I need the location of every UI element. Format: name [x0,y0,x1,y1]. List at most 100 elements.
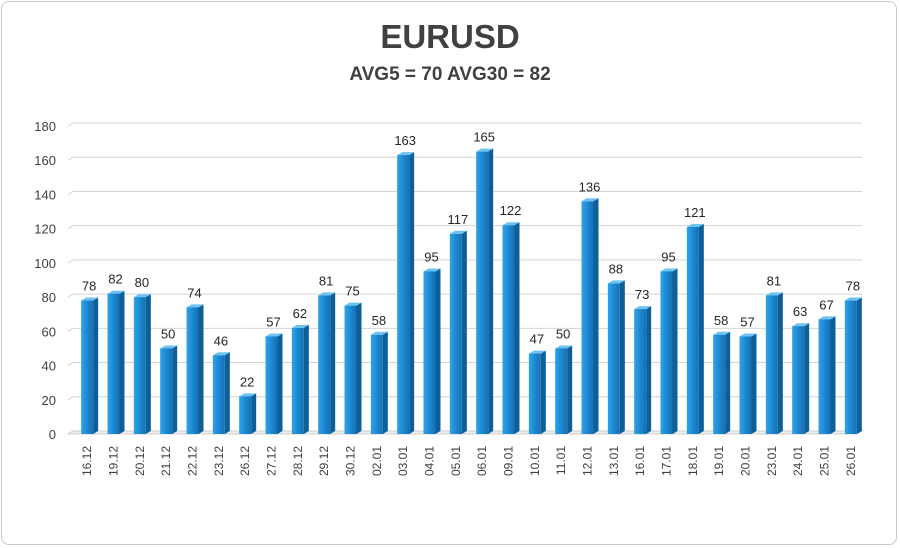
gridline-corner [67,293,74,298]
data-label: 82 [108,272,122,287]
bar-side [303,324,309,434]
bar-side [461,230,467,434]
x-tick-label: 26.12 [238,446,252,476]
bar [318,292,336,434]
data-label: 78 [846,279,860,294]
bar-side [330,292,336,434]
data-label: 57 [266,314,280,329]
x-tick-label: 30.12 [344,446,358,476]
bar-top [739,333,757,337]
bar-front [160,348,173,434]
x-tick-label: 05.01 [449,446,463,476]
x-tick-label: 16.01 [633,446,647,476]
x-tick-label: 23.01 [765,446,779,476]
bar-front [318,295,331,434]
data-label: 163 [394,133,416,148]
data-label: 81 [767,273,781,288]
data-label: 75 [345,284,359,299]
bar-front [555,348,568,434]
bar-top [133,294,151,298]
bar-side [172,345,178,434]
bar-top [765,292,783,296]
y-tick-label: 0 [49,427,56,442]
x-tick-label: 24.01 [791,446,805,476]
bar [291,324,309,434]
bar-top [528,350,546,354]
bar-front [397,155,410,435]
x-tick-label: 02.01 [370,446,384,476]
bar-side [356,302,362,434]
bar-top [607,280,625,284]
bar-front [739,336,752,434]
data-label: 50 [161,326,175,341]
bar-front [107,293,120,434]
data-label: 50 [556,326,570,341]
bar-top [581,198,599,202]
bar-side [567,345,573,434]
bar-top [502,222,520,226]
bar-front [502,225,515,434]
bar [449,230,467,434]
data-label: 58 [714,313,728,328]
x-tick-label: 19.12 [107,446,121,476]
labels: 0 20 40 60 80 100 120 140 160 180 78 16.12 82 19.12 80… [34,119,860,476]
x-tick-label: 23.12 [212,446,226,476]
bar-front [344,305,357,434]
y-tick-label: 100 [34,256,56,271]
bar [739,333,757,434]
bar-front [792,326,805,434]
bar-front [528,353,541,434]
bar-side [646,306,652,434]
data-label: 73 [635,287,649,302]
data-label: 62 [293,306,307,321]
gridline-corner [67,225,74,230]
bar [239,393,257,434]
data-label: 81 [319,273,333,288]
bar-front [844,300,857,434]
x-tick-label: 12.01 [581,446,595,476]
bar [686,223,704,434]
bar-side [409,152,415,435]
bar-side [382,331,388,434]
bar-front [239,396,252,434]
gridline-corner [67,396,74,401]
y-tick-label: 60 [42,324,56,339]
bars [81,148,862,435]
x-tick-label: 11.01 [554,446,568,475]
x-tick-label: 21.12 [159,446,173,476]
bar [502,222,520,434]
data-label: 122 [500,203,522,218]
y-tick-label: 160 [34,153,56,168]
bar-front [607,283,620,434]
y-tick-label: 120 [34,222,56,237]
x-tick-label: 10.01 [528,446,542,476]
bar-top [344,302,362,306]
bar-top [186,304,204,308]
gridline-corner [67,327,74,332]
x-tick-label: 17.01 [660,446,674,476]
data-label: 22 [240,374,254,389]
data-label: 95 [424,249,438,264]
data-label: 117 [447,212,468,227]
x-tick-label: 27.12 [265,446,279,476]
x-tick-label: 22.12 [186,446,200,476]
data-label: 95 [661,249,675,264]
bar-top [423,268,441,272]
bar [397,152,415,435]
x-tick-label: 25.01 [818,446,832,476]
bar [265,333,283,434]
gridline-corner [67,362,74,366]
bar-top [476,148,494,152]
bar [81,297,99,434]
bar-side [593,198,599,434]
gridline-corner [67,259,74,264]
data-label: 57 [740,314,754,329]
bar-side [251,393,257,434]
bar [476,148,494,434]
data-label: 136 [579,179,601,194]
bar-side [488,148,494,434]
data-label: 63 [793,304,807,319]
data-label: 88 [609,261,623,276]
